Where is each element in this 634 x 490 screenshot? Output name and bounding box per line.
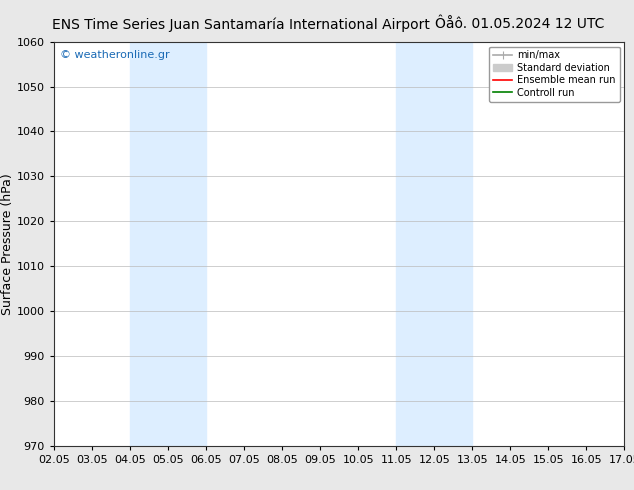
Text: Ôåô. 01.05.2024 12 UTC: Ôåô. 01.05.2024 12 UTC (435, 17, 605, 31)
Y-axis label: Surface Pressure (hPa): Surface Pressure (hPa) (1, 173, 14, 315)
Text: © weatheronline.gr: © weatheronline.gr (60, 50, 169, 60)
Bar (396, 42, 472, 446)
Legend: min/max, Standard deviation, Ensemble mean run, Controll run: min/max, Standard deviation, Ensemble me… (489, 47, 619, 101)
Text: ENS Time Series Juan Santamaría International Airport: ENS Time Series Juan Santamaría Internat… (52, 17, 430, 32)
Bar (130, 42, 206, 446)
